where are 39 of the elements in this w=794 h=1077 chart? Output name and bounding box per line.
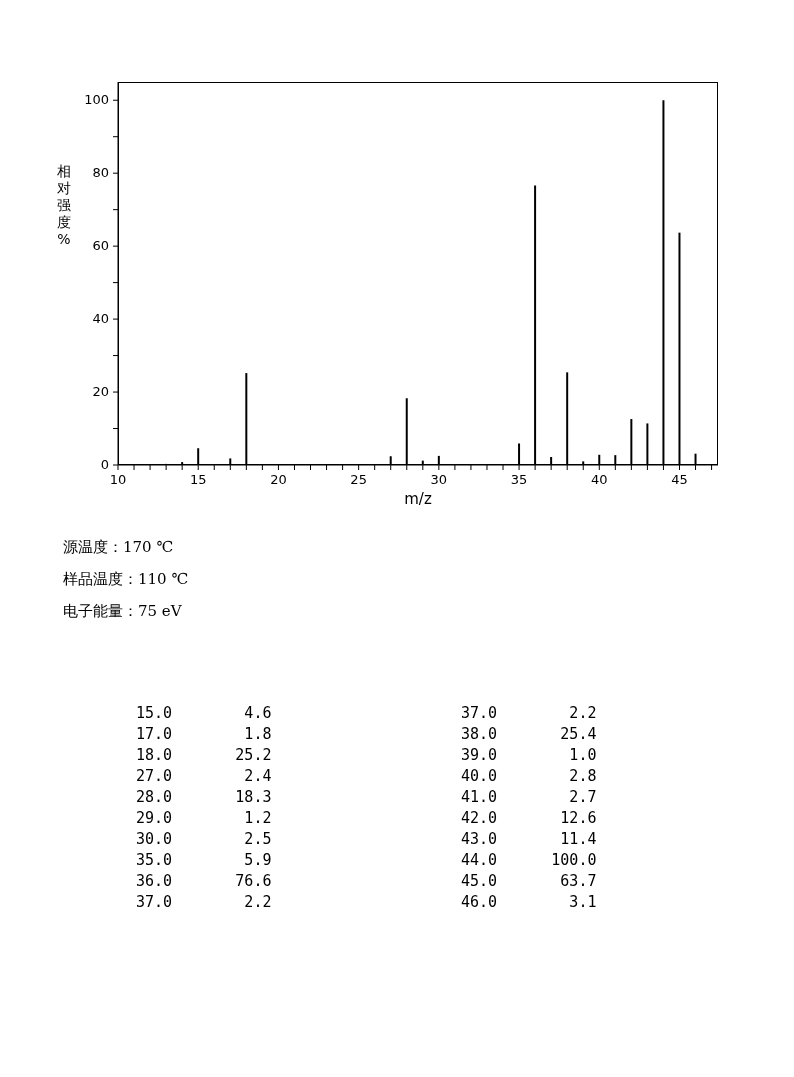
text: 28.0 18.3 <box>136 788 273 808</box>
text: 43.0 11.4 <box>461 830 598 850</box>
y-axis-title: 相对强度% <box>56 163 72 248</box>
x-tick-label: 15 <box>189 472 207 487</box>
x-tick-label: 25 <box>350 472 367 487</box>
text: 42.0 12.6 <box>461 809 598 829</box>
y-tick-label: 20 <box>92 384 109 400</box>
x-tick-label: 20 <box>270 472 287 487</box>
text: 源温度：170 ℃ <box>63 538 175 558</box>
y-tick-label: 40 <box>92 311 109 327</box>
text: 44.0 100.0 <box>461 851 598 871</box>
y-tick-label: 0 <box>100 457 109 472</box>
text: 27.0 2.4 <box>136 767 273 787</box>
text: 45.0 63.7 <box>461 872 598 892</box>
text: 30.0 2.5 <box>136 830 273 850</box>
x-tick-label: 10 <box>109 472 127 487</box>
text: 37.0 2.2 <box>461 704 598 724</box>
y-tick-label: 60 <box>92 238 109 254</box>
y-tick-label: 80 <box>92 165 109 181</box>
text: 17.0 1.8 <box>136 725 273 745</box>
text: 36.0 76.6 <box>136 872 273 892</box>
y-tick-label: 100 <box>84 92 109 108</box>
x-tick-label: 40 <box>591 472 608 487</box>
x-tick-label: 30 <box>430 472 448 487</box>
x-axis-title: m/z <box>403 490 433 508</box>
text: 18.0 25.2 <box>136 746 273 766</box>
text: 46.0 3.1 <box>461 893 598 913</box>
text: 15.0 4.6 <box>136 704 273 724</box>
text: 39.0 1.0 <box>461 746 598 766</box>
text: 37.0 2.2 <box>136 893 273 913</box>
text: 样品温度：110 ℃ <box>63 570 190 590</box>
text: 电子能量：75 eV <box>63 602 183 622</box>
text: 38.0 25.4 <box>461 725 598 745</box>
x-tick-label: 45 <box>671 472 688 487</box>
x-tick-label: 35 <box>510 472 528 487</box>
text: 41.0 2.7 <box>461 788 598 808</box>
text: 35.0 5.9 <box>136 851 273 871</box>
text: 29.0 1.2 <box>136 809 273 829</box>
text: 40.0 2.8 <box>461 767 598 787</box>
